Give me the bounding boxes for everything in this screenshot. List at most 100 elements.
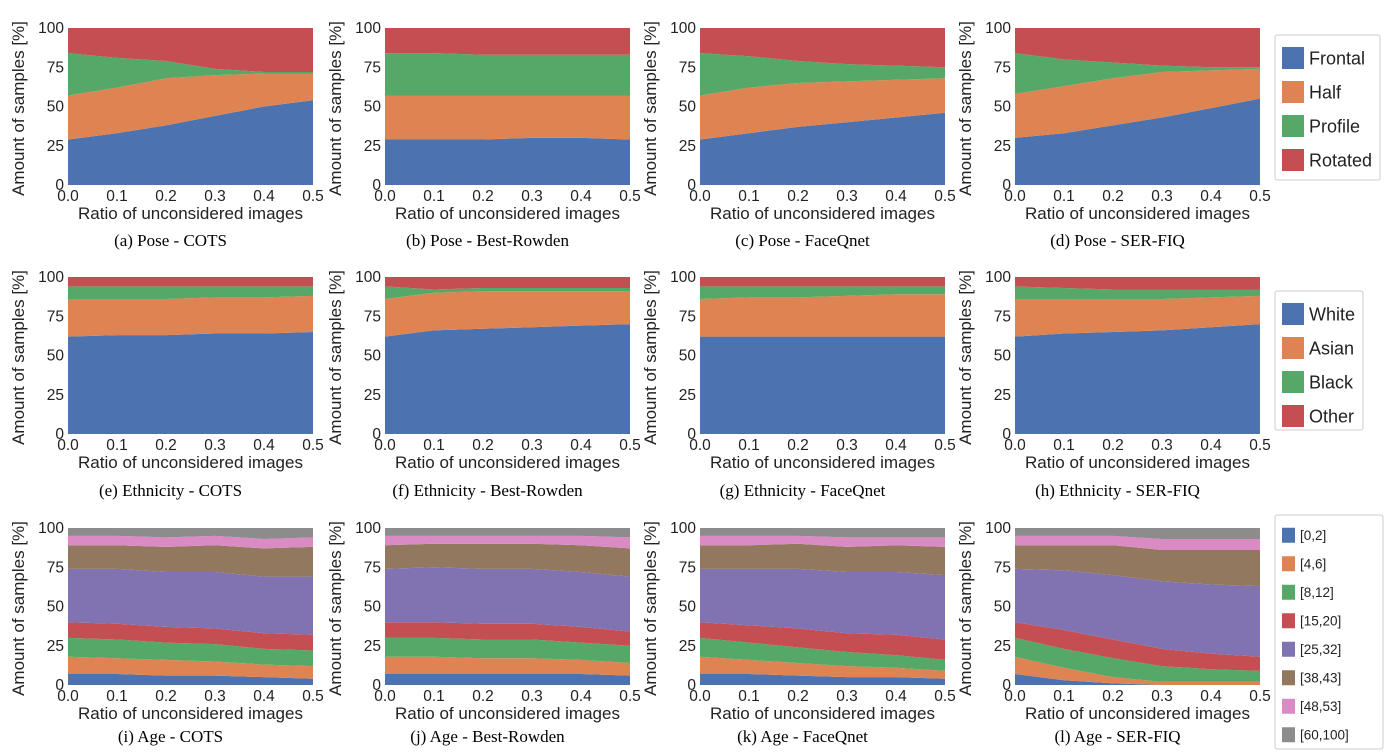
y-tick-label: 50 xyxy=(364,348,382,365)
subplot-caption: (i) Age - COTS xyxy=(118,727,223,746)
y-axis-label: Amount of samples [%] xyxy=(956,521,975,696)
x-tick-label: 0.4 xyxy=(885,188,907,205)
area-series-4 xyxy=(1015,622,1260,671)
x-tick-label: 0.4 xyxy=(1200,688,1222,705)
y-tick-label: 100 xyxy=(985,269,1011,286)
area-series-2 xyxy=(1015,656,1260,685)
area-series-5 xyxy=(385,567,630,632)
x-tick-label: 0.2 xyxy=(472,437,494,454)
area-series-3 xyxy=(1015,637,1260,682)
x-tick-label: 0.0 xyxy=(374,688,396,705)
x-tick-label: 0.1 xyxy=(106,688,128,705)
legend-label: Other xyxy=(1309,406,1354,426)
area-series-4 xyxy=(68,28,313,72)
area-series-2 xyxy=(385,95,630,140)
y-tick-label: 75 xyxy=(679,308,696,325)
y-tick-label: 100 xyxy=(355,269,381,286)
x-tick-label: 0.0 xyxy=(1004,688,1026,705)
x-tick-label: 0.2 xyxy=(472,188,494,205)
x-tick-label: 0.4 xyxy=(570,688,592,705)
area-series-2 xyxy=(1015,295,1260,337)
x-tick-label: 0.3 xyxy=(836,688,858,705)
area-series-2 xyxy=(68,73,313,140)
x-tick-label: 0.4 xyxy=(885,688,907,705)
area-series-3 xyxy=(68,286,313,299)
x-tick-label: 0.1 xyxy=(1053,688,1075,705)
y-tick-label: 100 xyxy=(985,520,1011,537)
area-series-3 xyxy=(700,637,945,671)
x-tick-label: 0.2 xyxy=(1102,688,1124,705)
legend-label: White xyxy=(1309,304,1355,324)
area-series-1 xyxy=(68,674,313,685)
x-tick-label: 0.3 xyxy=(836,437,858,454)
x-tick-label: 0.4 xyxy=(1200,188,1222,205)
x-tick-label: 0.5 xyxy=(619,437,641,454)
y-tick-label: 100 xyxy=(985,20,1011,37)
x-axis-label: Ratio of unconsidered images xyxy=(78,453,303,472)
area-series-4 xyxy=(68,622,313,651)
y-tick-label: 25 xyxy=(994,138,1011,155)
x-tick-label: 0.0 xyxy=(1004,188,1026,205)
legend-swatch xyxy=(1282,81,1304,103)
legend-swatch xyxy=(1282,149,1304,171)
x-tick-label: 0.1 xyxy=(106,437,128,454)
x-tick-label: 0.1 xyxy=(1053,437,1075,454)
legend-label: Frontal xyxy=(1309,48,1365,68)
x-tick-label: 0.4 xyxy=(570,188,592,205)
legend-swatch xyxy=(1282,47,1304,69)
y-axis-label: Amount of samples [%] xyxy=(641,270,660,445)
y-axis-label: Amount of samples [%] xyxy=(9,21,28,196)
x-axis-label: Ratio of unconsidered images xyxy=(710,453,935,472)
x-tick-label: 0.3 xyxy=(1151,688,1173,705)
y-tick-label: 50 xyxy=(679,348,697,365)
y-tick-label: 25 xyxy=(364,138,381,155)
subplot-caption: (l) Age - SER-FIQ xyxy=(1054,727,1180,746)
x-tick-label: 0.3 xyxy=(204,188,226,205)
y-axis-label: Amount of samples [%] xyxy=(326,270,345,445)
legend-1: Frontal Half Profile Rotated xyxy=(1274,34,1381,181)
legend-swatch xyxy=(1282,405,1304,427)
area-series-1 xyxy=(385,324,630,434)
area-series-4 xyxy=(700,28,945,68)
y-tick-label: 50 xyxy=(679,599,697,616)
y-tick-label: 50 xyxy=(679,99,697,116)
area-series-3 xyxy=(1015,53,1260,94)
legend-3: [0,2] [4,6] [8,12] [15,20] [25,32] [38,43] [48… xyxy=(1274,514,1384,750)
y-tick-label: 100 xyxy=(355,520,381,537)
x-tick-label: 0.5 xyxy=(934,688,956,705)
area-series-1 xyxy=(68,331,313,434)
y-tick-label: 50 xyxy=(994,99,1012,116)
area-series-4 xyxy=(1015,277,1260,290)
y-tick-label: 75 xyxy=(364,559,381,576)
y-tick-label: 50 xyxy=(364,99,382,116)
area-series-3 xyxy=(700,286,945,299)
y-axis-label: Amount of samples [%] xyxy=(9,521,28,696)
legend-label: [8,12] xyxy=(1300,585,1334,600)
y-tick-label: 100 xyxy=(38,520,64,537)
x-tick-label: 0.1 xyxy=(738,188,760,205)
subplot-caption: (d) Pose - SER-FIQ xyxy=(1050,231,1185,250)
x-axis-label: Ratio of unconsidered images xyxy=(395,453,620,472)
x-tick-label: 0.5 xyxy=(1249,688,1271,705)
area-series-4 xyxy=(385,28,630,55)
x-tick-label: 0.1 xyxy=(1053,188,1075,205)
x-axis-label: Ratio of unconsidered images xyxy=(710,704,935,723)
area-series-7 xyxy=(700,535,945,547)
area-series-3 xyxy=(68,637,313,667)
y-tick-label: 25 xyxy=(364,387,381,404)
x-tick-label: 0.1 xyxy=(423,437,445,454)
legend-label: [38,43] xyxy=(1300,671,1341,686)
y-tick-label: 100 xyxy=(38,20,64,37)
subplot-caption: (j) Age - Best-Rowden xyxy=(410,727,565,746)
y-tick-label: 100 xyxy=(670,20,696,37)
y-tick-label: 75 xyxy=(47,559,64,576)
area-series-4 xyxy=(700,277,945,287)
